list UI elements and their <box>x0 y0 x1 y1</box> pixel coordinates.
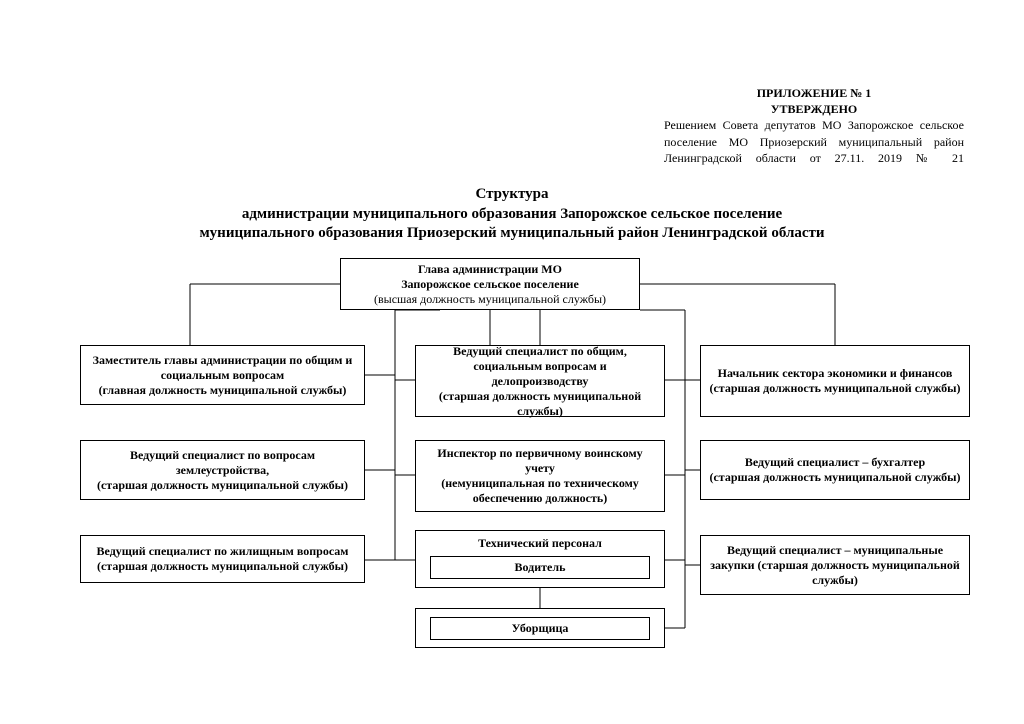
node-left-b-l1: Ведущий специалист по вопросам землеустр… <box>89 448 356 478</box>
title-line1: Структура <box>0 185 1024 205</box>
node-mid-b-l1: Инспектор по первичному воинскому учету <box>424 446 656 476</box>
node-right-c: Ведущий специалист – муниципальные закуп… <box>700 535 970 595</box>
node-mid-c: Технический персонал Водитель <box>415 530 665 588</box>
node-left-c-l2: (старшая должность муниципальной службы) <box>89 559 356 574</box>
node-mid-a: Ведущий специалист по общим, социальным … <box>415 345 665 417</box>
node-right-a: Начальник сектора экономики и финансов (… <box>700 345 970 417</box>
node-left-b-l2: (старшая должность муниципальной службы) <box>89 478 356 493</box>
page: ПРИЛОЖЕНИЕ № 1 УТВЕРЖДЕНО Решением Совет… <box>0 0 1024 724</box>
node-mid-d-item1: Уборщица <box>430 617 650 640</box>
node-root-l3: (высшая должность муниципальной службы) <box>349 292 631 307</box>
node-right-b-l2: (старшая должность муниципальной службы) <box>709 470 961 485</box>
node-mid-c-header: Технический персонал <box>420 536 660 551</box>
node-left-c-l1: Ведущий специалист по жилищным вопросам <box>89 544 356 559</box>
node-mid-a-l2: (старшая должность муниципальной службы) <box>424 389 656 419</box>
node-root-l2: Запорожское сельское поселение <box>349 277 631 292</box>
node-left-a-l2: (главная должность муниципальной службы) <box>89 383 356 398</box>
approval-block: ПРИЛОЖЕНИЕ № 1 УТВЕРЖДЕНО Решением Совет… <box>664 85 964 166</box>
approval-line1: ПРИЛОЖЕНИЕ № 1 <box>664 85 964 101</box>
node-root: Глава администрации МО Запорожское сельс… <box>340 258 640 310</box>
node-right-a-l2: (старшая должность муниципальной службы) <box>709 381 961 396</box>
node-left-b: Ведущий специалист по вопросам землеустр… <box>80 440 365 500</box>
node-right-c-l1: Ведущий специалист – муниципальные закуп… <box>709 543 961 588</box>
node-left-a: Заместитель главы администрации по общим… <box>80 345 365 405</box>
node-root-l1: Глава администрации МО <box>349 262 631 277</box>
approval-line2: УТВЕРЖДЕНО <box>664 101 964 117</box>
node-left-c: Ведущий специалист по жилищным вопросам … <box>80 535 365 583</box>
node-mid-c-item1: Водитель <box>430 556 650 579</box>
approval-body: Решением Совета депутатов МО Запорожское… <box>664 118 964 164</box>
title-block: Структура администрации муниципального о… <box>0 185 1024 244</box>
node-mid-b-l2: (немуниципальная по техническому обеспеч… <box>424 476 656 506</box>
node-mid-b: Инспектор по первичному воинскому учету … <box>415 440 665 512</box>
node-right-b-l1: Ведущий специалист – бухгалтер <box>709 455 961 470</box>
node-mid-d: Уборщица <box>415 608 665 648</box>
title-line3: муниципального образования Приозерский м… <box>0 224 1024 244</box>
title-line2: администрации муниципального образования… <box>0 205 1024 225</box>
node-left-a-l1: Заместитель главы администрации по общим… <box>89 353 356 383</box>
node-right-b: Ведущий специалист – бухгалтер (старшая … <box>700 440 970 500</box>
node-mid-a-l1: Ведущий специалист по общим, социальным … <box>424 344 656 389</box>
node-right-a-l1: Начальник сектора экономики и финансов <box>709 366 961 381</box>
